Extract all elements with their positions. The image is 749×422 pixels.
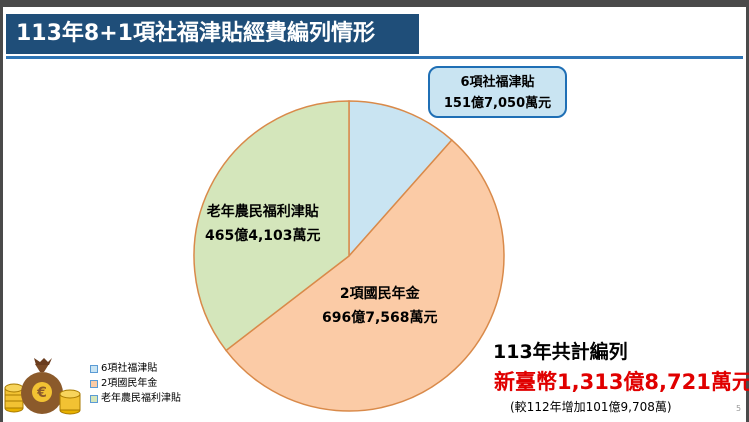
callout-value: 151億7,050萬元	[443, 96, 552, 111]
title-underline	[6, 56, 743, 59]
slice-label-elderly-farmers: 老年農民福利津貼 465億4,103萬元	[205, 200, 321, 248]
window-left-border	[0, 0, 3, 422]
total-comparison-note: (較112年增加101億9,708萬)	[510, 400, 672, 414]
legend-label-elderly-farmers: 老年農民福利津貼	[101, 393, 181, 404]
callout-label: 6項社福津貼	[460, 75, 535, 90]
slice-label-national-pension: 2項國民年金 696億7,568萬元	[322, 282, 438, 330]
legend-swatch-elderly-farmers	[90, 394, 98, 403]
legend-label-6-welfare: 6項社福津貼	[101, 363, 158, 374]
callout-6-welfare-allowances: 6項社福津貼 151億7,050萬元	[428, 66, 567, 118]
pie-slice-6-welfare	[348, 100, 453, 258]
window-top-border	[0, 0, 749, 7]
page-number: 5	[736, 404, 742, 413]
slide-title: 113年8+1項社福津貼經費編列情形	[6, 14, 419, 54]
slice-label-elderly-farmers-name: 老年農民福利津貼	[206, 204, 319, 220]
legend-item-elderly-farmers: 老年農民福利津貼	[90, 391, 181, 406]
slice-label-national-pension-name: 2項國民年金	[339, 286, 420, 302]
legend-label-national-pension: 2項國民年金	[101, 378, 158, 389]
window-right-border	[746, 0, 749, 422]
chart-legend: 6項社福津貼 2項國民年金 老年農民福利津貼	[90, 361, 181, 406]
slice-label-national-pension-value: 696億7,568萬元	[322, 310, 438, 326]
money-bag-icon: €	[4, 358, 81, 415]
legend-swatch-national-pension	[90, 379, 98, 388]
legend-item-6-welfare: 6項社福津貼	[90, 361, 181, 376]
slice-label-elderly-farmers-value: 465億4,103萬元	[205, 228, 321, 244]
total-heading: 113年共計編列	[493, 341, 628, 363]
pie-slice-elderly-farmers	[193, 100, 350, 352]
legend-swatch-6-welfare	[90, 364, 98, 373]
total-amount: 新臺幣1,313億8,721萬元	[494, 370, 749, 394]
svg-text:€: €	[36, 385, 47, 401]
legend-item-national-pension: 2項國民年金	[90, 376, 181, 391]
pie-slice-national-pension	[225, 138, 505, 412]
